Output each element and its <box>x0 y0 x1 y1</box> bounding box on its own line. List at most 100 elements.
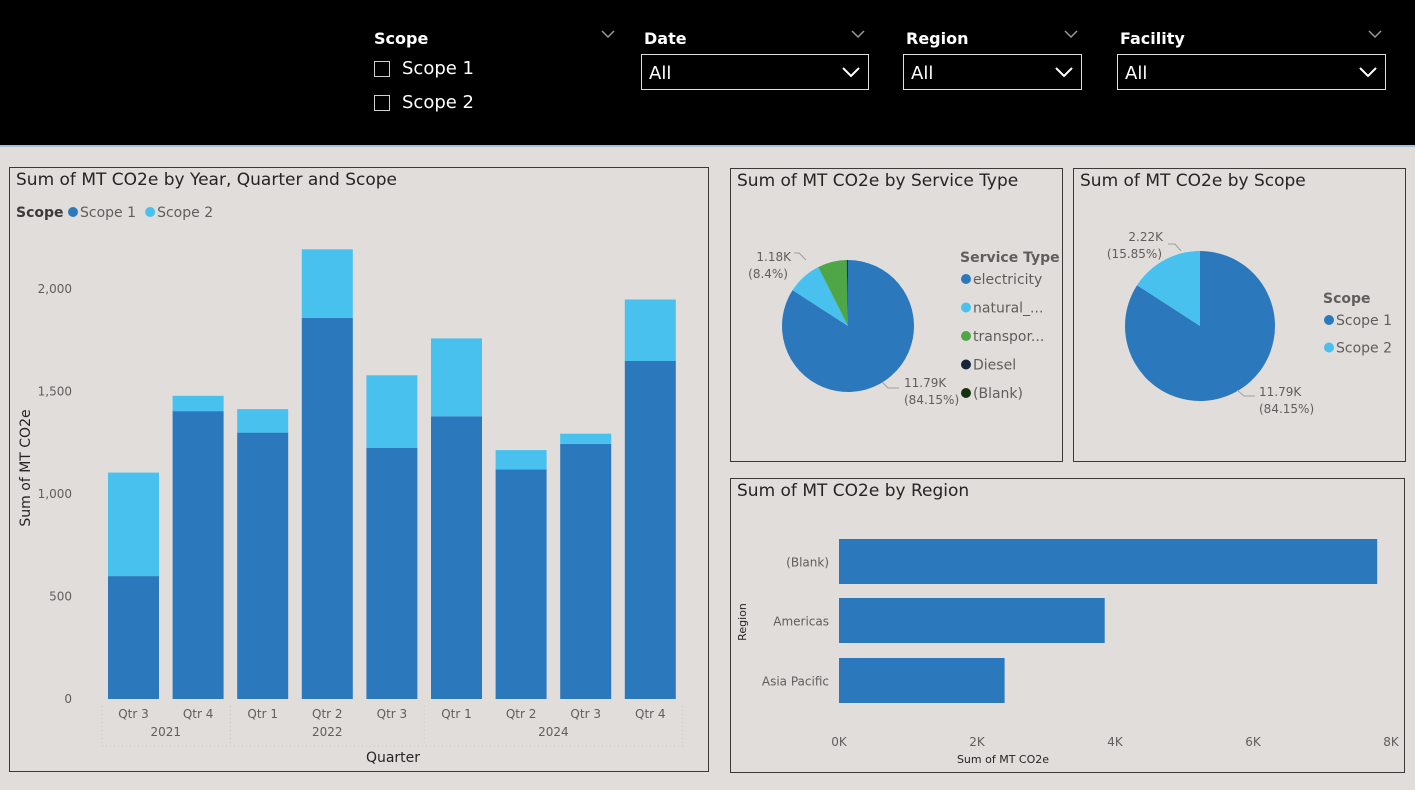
bar-segment-scope-2 <box>624 299 676 361</box>
scope-option-2[interactable]: Scope 2 <box>374 92 474 113</box>
data-label-value: 11.79K <box>1259 385 1302 399</box>
scope-option-label: Scope 1 <box>402 58 475 79</box>
x-axis-title: Quarter <box>366 750 420 766</box>
x-group-label: 2024 <box>538 725 569 739</box>
scope-pie-chart: 11.79K (84.15%) 2.22K (15.85%) Scope Scope 1 S… <box>1107 230 1392 416</box>
legend-marker <box>1324 342 1334 353</box>
region-dropdown-value: All <box>911 63 934 84</box>
chart-title: Sum of MT CO2e by Scope <box>1080 171 1306 191</box>
legend-marker <box>68 207 78 217</box>
y-tick-label: (Blank) <box>786 556 829 570</box>
chevron-down-icon[interactable] <box>1367 27 1383 41</box>
y-tick-label: 1,000 <box>38 487 72 501</box>
region-bar[interactable] <box>839 658 1005 703</box>
data-label-percent: (84.15%) <box>904 393 959 407</box>
chevron-down-icon[interactable] <box>600 27 616 41</box>
checkbox-icon[interactable] <box>374 60 390 77</box>
bar-segment-scope-2 <box>560 433 612 444</box>
legend-label: Scope 2 <box>157 205 213 221</box>
legend-title: Service Type <box>960 250 1060 266</box>
chart-panel-year-quarter-scope[interactable]: Sum of MT CO2e by Year, Quarter and Scop… <box>9 167 709 772</box>
pie-slice-natural[interactable] <box>792 267 848 326</box>
chevron-down-icon[interactable] <box>850 27 866 41</box>
legend-label: transpor... <box>973 329 1044 345</box>
chevron-down-icon[interactable] <box>1359 65 1377 79</box>
x-tick-label: Qtr 1 <box>441 707 472 721</box>
y-axis: 0 500 1,000 1,500 2,000 Sum of MT CO2e <box>18 282 72 706</box>
chevron-down-icon[interactable] <box>1055 65 1073 79</box>
region-bar[interactable] <box>839 598 1105 643</box>
data-label-value: 1.18K <box>756 250 792 264</box>
chart-panel-service-type[interactable]: Sum of MT CO2e by Service Type 11.79K (84… <box>730 168 1063 462</box>
y-tick-label: Americas <box>773 615 829 629</box>
bar-segment-scope-1 <box>366 448 418 699</box>
data-label-value: 2.22K <box>1128 230 1164 244</box>
facility-slicer: Facility All <box>1117 29 1386 91</box>
facility-dropdown[interactable]: All <box>1117 54 1386 90</box>
pie-slice-transpor[interactable] <box>818 260 848 326</box>
legend-title: Scope <box>16 205 64 221</box>
legend-label: Scope 2 <box>1336 341 1392 357</box>
facility-slicer-title: Facility <box>1120 29 1185 48</box>
region-dropdown[interactable]: All <box>903 54 1082 90</box>
legend-marker <box>961 302 971 313</box>
x-tick-label: 8K <box>1383 735 1400 749</box>
service-type-pie-chart: 11.79K (84.15%) 1.18K (8.4%) Service Type ele… <box>748 250 1060 407</box>
region-slicer: Region All <box>903 29 1082 91</box>
y-axis-title: Sum of MT CO2e <box>18 409 34 526</box>
legend-marker <box>1324 315 1334 325</box>
x-tick-label: Qtr 3 <box>377 707 408 721</box>
scope-option-1[interactable]: Scope 1 <box>374 58 474 79</box>
x-tick-label: Qtr 2 <box>312 707 343 721</box>
bars-group <box>108 249 676 699</box>
legend-marker <box>961 388 971 398</box>
legend-marker <box>961 359 971 370</box>
scope-slicer-title: Scope <box>374 29 429 48</box>
region-bar[interactable] <box>839 539 1378 584</box>
chart-panel-region[interactable]: Sum of MT CO2e by Region (Blank) Americas… <box>730 478 1405 773</box>
date-dropdown[interactable]: All <box>641 54 869 90</box>
legend-label: natural_... <box>973 301 1043 317</box>
legend-title: Scope <box>1323 291 1371 307</box>
x-tick-label: 4K <box>1107 735 1124 749</box>
date-slicer: Date All <box>641 29 869 91</box>
bar-segment-scope-1 <box>301 317 353 699</box>
stacked-column-chart: Scope Scope 1 Scope 2 0 500 1,000 1,500 2,000 S… <box>16 205 684 766</box>
x-tick-label: 2K <box>969 735 986 749</box>
bar-segment-scope-1 <box>108 576 159 699</box>
x-group-label: 2021 <box>151 725 182 739</box>
chart-legend: Scope Scope 1 Scope 2 <box>16 205 213 221</box>
bar-segment-scope-2 <box>366 375 418 448</box>
filter-bar: Scope Scope 1 Scope 2 Date All Region Al… <box>0 0 1415 145</box>
pie-slice-scope-2[interactable] <box>1137 251 1200 326</box>
pie-slice-scope-1[interactable] <box>1125 251 1276 401</box>
pie-slice-electricity[interactable] <box>782 260 915 393</box>
pie-slice-diesel[interactable] <box>846 260 848 326</box>
chart-title: Sum of MT CO2e by Year, Quarter and Scop… <box>16 170 398 190</box>
bar-segment-scope-2 <box>301 249 353 318</box>
y-tick-label: 0 <box>64 692 72 706</box>
x-tick-label: Qtr 4 <box>635 707 666 721</box>
checkbox-icon[interactable] <box>374 94 390 111</box>
y-tick-label: 500 <box>49 590 72 604</box>
bar-segment-scope-2 <box>108 472 159 577</box>
legend-label: Scope 1 <box>1336 313 1392 329</box>
data-label-percent: (84.15%) <box>1259 402 1314 416</box>
x-group-label: 2022 <box>312 725 343 739</box>
chart-panel-scope[interactable]: Sum of MT CO2e by Scope 11.79K (84.15%) 2.… <box>1073 168 1406 462</box>
bar-segment-scope-1 <box>624 360 676 699</box>
chevron-down-icon[interactable] <box>842 65 860 79</box>
date-slicer-title: Date <box>644 29 687 48</box>
x-tick-label: Qtr 3 <box>118 707 149 721</box>
header-divider <box>0 145 1415 147</box>
data-label-value: 11.79K <box>904 376 947 390</box>
bar-segment-scope-2 <box>237 409 289 433</box>
facility-dropdown-value: All <box>1125 63 1148 84</box>
legend-label: electricity <box>973 272 1042 288</box>
legend-marker <box>145 207 156 217</box>
chart-title: Sum of MT CO2e by Service Type <box>737 171 1019 191</box>
chevron-down-icon[interactable] <box>1063 27 1079 41</box>
y-axis-title: Region <box>736 603 749 641</box>
data-label-percent: (8.4%) <box>748 267 788 281</box>
y-tick-label: 1,500 <box>38 385 72 399</box>
